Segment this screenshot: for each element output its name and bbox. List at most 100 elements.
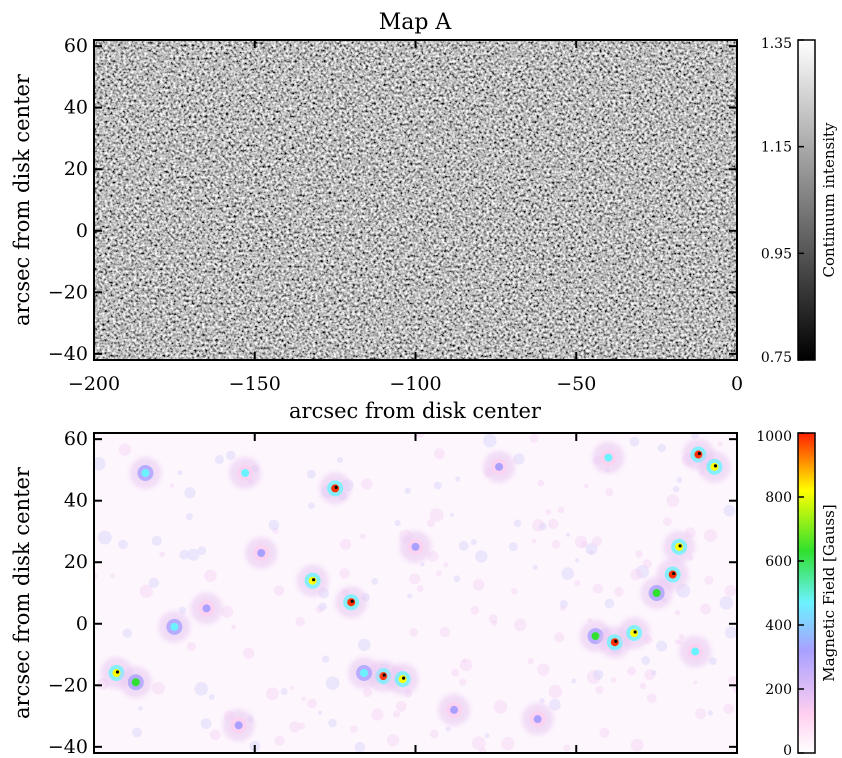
network-speckle — [532, 564, 538, 570]
colorbar-tick-label: 600 — [765, 554, 792, 570]
network-speckle — [371, 708, 384, 721]
magnetic-colorbar-ticks: 0 200 400 600 800 1000 — [756, 429, 804, 758]
network-speckle — [453, 575, 461, 583]
network-speckle — [676, 477, 683, 483]
network-speckle — [274, 735, 285, 746]
magnetic-y-axis-label: arcsec from disk center — [10, 466, 34, 719]
x-tick-label: −100 — [389, 373, 441, 395]
colorbar-tick-label: 0.95 — [761, 246, 792, 262]
network-speckle — [630, 738, 644, 752]
network-speckle — [592, 583, 603, 594]
network-speckle — [360, 533, 366, 540]
x-tick-label: −50 — [556, 373, 596, 395]
network-speckle — [455, 476, 461, 482]
field-core — [170, 622, 179, 631]
continuum-x-axis-label: arcsec from disk center — [289, 399, 542, 423]
network-speckle — [340, 538, 352, 550]
network-speckle — [420, 562, 425, 567]
field-core — [495, 462, 504, 471]
network-speckle — [470, 539, 477, 546]
network-speckle — [571, 678, 577, 684]
y-tick-label: −20 — [48, 674, 88, 696]
x-tick-label: −200 — [68, 373, 120, 395]
network-speckle — [527, 657, 534, 665]
network-speckle — [657, 443, 667, 453]
field-core-dark — [713, 464, 718, 468]
network-speckle — [350, 725, 358, 733]
network-speckle — [560, 605, 566, 611]
field-core — [533, 715, 542, 724]
field-core — [257, 549, 266, 557]
field-core-dark — [697, 451, 702, 456]
network-speckle — [404, 487, 411, 494]
network-speckle — [395, 701, 407, 712]
network-speckle — [386, 734, 400, 747]
network-speckle — [708, 657, 717, 666]
network-speckle — [409, 628, 418, 637]
x-tick-label: 0 — [731, 373, 743, 395]
network-speckle — [272, 527, 279, 534]
colorbar-tick-label: 1000 — [756, 429, 792, 445]
network-speckle — [513, 453, 525, 465]
y-tick-label: 40 — [64, 97, 88, 119]
network-speckle — [532, 519, 545, 532]
network-speckle — [308, 502, 315, 510]
network-speckle — [662, 517, 672, 527]
network-speckle — [539, 698, 545, 704]
network-speckle — [210, 729, 221, 741]
network-speckle — [666, 494, 680, 507]
field-core-dark — [382, 673, 386, 677]
network-speckle — [513, 618, 527, 632]
network-speckle — [566, 532, 571, 537]
network-speckle — [298, 722, 305, 730]
network-speckle — [159, 551, 166, 558]
continuum-colorbar-ticks: 0.75 0.95 1.15 1.35 — [761, 36, 804, 366]
network-speckle — [416, 585, 424, 592]
network-speckle — [427, 519, 435, 528]
network-speckle — [407, 593, 413, 599]
colorbar-tick-label: 400 — [765, 618, 792, 634]
network-speckle — [642, 559, 652, 569]
network-speckle — [723, 504, 736, 517]
field-core-dark — [672, 571, 676, 576]
network-speckle — [306, 469, 316, 479]
network-speckle — [635, 550, 643, 558]
network-speckle — [610, 677, 617, 683]
network-speckle — [538, 522, 547, 531]
network-speckle — [627, 666, 636, 676]
network-speckle — [97, 530, 112, 545]
network-speckle — [328, 718, 337, 728]
network-speckle — [511, 588, 518, 595]
network-speckle — [630, 568, 642, 581]
network-speckle — [479, 747, 487, 753]
network-speckle — [462, 659, 467, 664]
network-speckle — [605, 488, 614, 497]
network-speckle — [445, 726, 451, 732]
field-core — [202, 604, 211, 613]
network-speckle — [336, 457, 344, 464]
network-speckle — [674, 639, 680, 645]
network-speckle — [693, 680, 698, 685]
network-speckle — [488, 614, 498, 624]
network-speckle — [122, 628, 133, 638]
network-speckle — [472, 736, 486, 751]
magnetic-colorbar-label: Magnetic Field [Gauss] — [820, 504, 838, 681]
network-speckle — [548, 684, 563, 699]
network-speckle — [704, 529, 718, 543]
magnetic-field-panel: −40 −20 0 20 40 60 arcsec from disk center 0 2… — [10, 428, 838, 758]
network-speckle — [273, 585, 285, 596]
network-speckle — [354, 741, 366, 753]
network-speckle — [307, 698, 317, 709]
y-tick-label: 0 — [76, 613, 88, 635]
y-tick-label: 20 — [64, 158, 88, 180]
network-speckle — [574, 580, 581, 587]
network-speckle — [574, 535, 588, 549]
field-core — [411, 542, 420, 551]
network-speckle — [672, 486, 680, 493]
y-tick-label: 20 — [64, 551, 88, 573]
network-speckle — [585, 542, 598, 555]
network-speckle — [429, 508, 444, 522]
